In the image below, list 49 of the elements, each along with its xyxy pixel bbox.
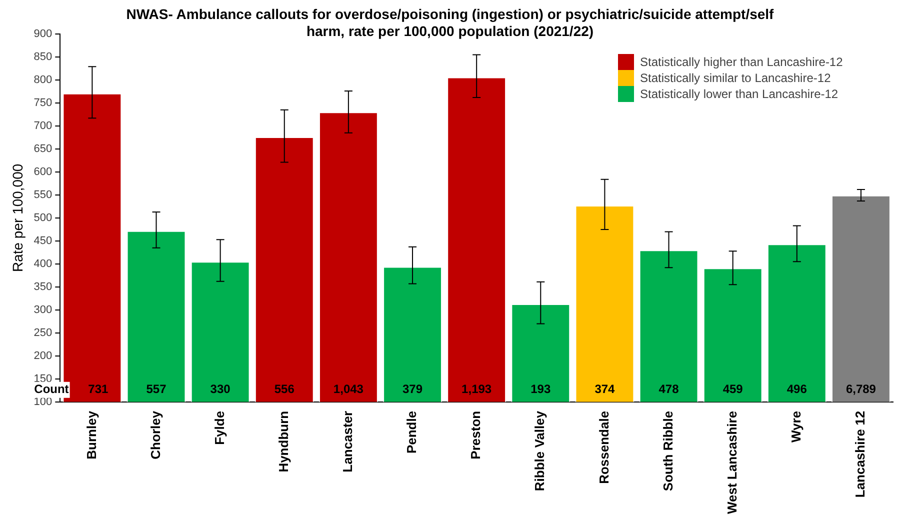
y-tick-label: 100 [34,396,52,408]
annotation: 6,789 [846,382,876,396]
y-tick-label: 300 [34,304,52,316]
annotation: 374 [594,382,616,396]
y-tick-label: 150 [34,372,52,385]
chart-title: NWAS- Ambulance callouts for overdose/poisoning (ingestion) or psychiatric/suicide attempt/self harm, rate per 100,000 population (2021/22) [125,6,775,40]
x-tick-label: Lancashire 12 [852,410,868,498]
annotation: 1,043 [333,382,364,396]
annotation: Count [34,382,69,396]
x-tick-label: Burnley [84,410,99,460]
x-tick-label: Chorley [148,410,163,460]
legend-label: Statistically lower than Lancashire-12 [640,87,838,101]
annotation: 193 [530,382,551,396]
x-tick-label: Lancaster [340,410,356,472]
y-tick-label: 700 [34,120,52,132]
x-tick-label: Hyndburn [276,410,291,472]
annotation: 330 [210,382,231,396]
annotation: 496 [786,382,808,396]
y-tick-label: 900 [34,28,52,40]
x-tick-label: Ribble Valley [532,410,548,492]
x-tick-label: Wyre [788,410,804,442]
x-tick-label: Preston [468,410,484,460]
y-tick-label: 850 [34,51,52,64]
y-tick-label: 450 [34,234,52,247]
x-tick-label: Fylde [212,410,227,445]
x-tick-label: Pendle [404,410,420,454]
legend-label: Statistically similar to Lancashire-12 [640,71,831,85]
annotation: 478 [658,382,680,396]
y-tick-label: 250 [34,326,52,339]
annotation: 1,193 [462,382,492,396]
y-axis-title: Rate per 100,000 [9,164,26,272]
x-tick-label: Rossendale [596,410,612,484]
y-tick-label: 800 [34,74,52,86]
x-tick-label: West Lancashire [724,410,740,514]
annotation: 557 [146,382,167,396]
annotation: 731 [88,382,109,396]
y-tick-label: 550 [34,188,52,201]
x-tick-label: South Ribble [660,410,676,492]
annotation: 556 [274,382,295,396]
annotation: 379 [402,382,423,396]
annotation: 459 [722,382,744,396]
legend-label: Statistically higher than Lancashire-12 [640,55,843,69]
y-tick-label: 750 [34,97,52,110]
y-tick-label: 400 [34,258,52,270]
y-tick-label: 500 [34,212,52,224]
y-tick-label: 650 [34,143,52,156]
y-tick-label: 200 [34,350,52,362]
y-tick-label: 350 [34,280,52,293]
y-tick-label: 600 [34,166,52,178]
